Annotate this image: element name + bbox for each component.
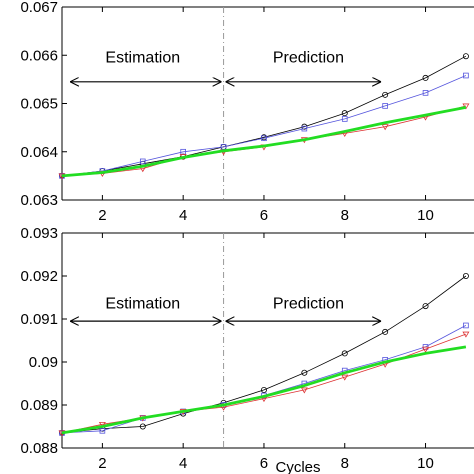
data-point (98, 421, 106, 428)
data-point (382, 103, 388, 109)
x-tick-label: 4 (179, 207, 187, 224)
data-point (382, 328, 389, 335)
annotation-label-1: Estimation (105, 49, 180, 66)
y-tick-label: 0.092 (20, 268, 58, 285)
data-point (301, 125, 308, 132)
series-line-1 (61, 275, 467, 434)
x-tick-label: 8 (341, 455, 349, 472)
data-point (422, 303, 429, 310)
data-point (180, 148, 186, 155)
y-tick-label: 0.093 (20, 225, 58, 242)
data-point (220, 144, 227, 150)
y-tick-label: 0.091 (20, 311, 58, 328)
annotation-label-1: Estimation (105, 295, 180, 312)
data-point (99, 427, 106, 434)
x-tick-label: 4 (179, 455, 187, 472)
data-point (381, 124, 389, 131)
data-point (139, 423, 146, 430)
chart-panel-1: 0.063 0.064 0.065 0.066 0.067 2 4 6 8 10 Estimatio… (20, 0, 474, 224)
x-tick-label: 2 (98, 455, 106, 472)
x-axis-label: Cycles (275, 459, 320, 474)
chart-panel-2: 0.088 0.089 0.09 0.091 0.092 0.093 2 4 6 8 10 Estim… (20, 225, 474, 474)
annotation-label-2: Prediction (273, 295, 344, 312)
data-point (462, 331, 470, 338)
data-point (341, 374, 349, 381)
data-point (261, 135, 267, 142)
data-point (463, 72, 469, 79)
series-line-3 (61, 333, 467, 434)
series-line-1 (61, 55, 467, 177)
data-point (341, 110, 348, 117)
y-tick-label: 0.066 (20, 47, 58, 64)
data-point (422, 346, 430, 353)
series-line-4 (61, 106, 467, 178)
data-point (341, 350, 348, 357)
y-tick-label: 0.089 (20, 397, 58, 414)
x-tick-label: 10 (417, 207, 434, 224)
data-point (382, 91, 389, 98)
series-line-2 (61, 75, 467, 177)
series-line-2 (61, 325, 467, 434)
data-point (462, 53, 469, 60)
x-tick-label: 6 (260, 455, 268, 472)
x-tick-label: 10 (417, 455, 434, 472)
y-tick-label: 0.064 (20, 144, 58, 161)
y-tick-label: 0.088 (20, 440, 58, 457)
series-line-4 (61, 345, 467, 435)
data-point (300, 387, 308, 394)
y-tick-label: 0.063 (20, 192, 58, 209)
annotation-label-2: Prediction (273, 49, 344, 66)
data-point (463, 322, 469, 329)
data-point (422, 74, 429, 81)
y-tick-label: 0.067 (20, 0, 58, 16)
x-tick-label: 6 (260, 207, 268, 224)
data-point (260, 386, 267, 393)
data-point (341, 116, 348, 122)
data-point (139, 158, 146, 165)
data-point (422, 90, 429, 96)
y-tick-label: 0.09 (29, 354, 58, 371)
x-tick-label: 8 (341, 207, 349, 224)
x-tick-label: 2 (98, 207, 106, 224)
y-tick-label: 0.065 (20, 96, 58, 113)
data-point (301, 369, 308, 376)
data-point (462, 272, 469, 279)
